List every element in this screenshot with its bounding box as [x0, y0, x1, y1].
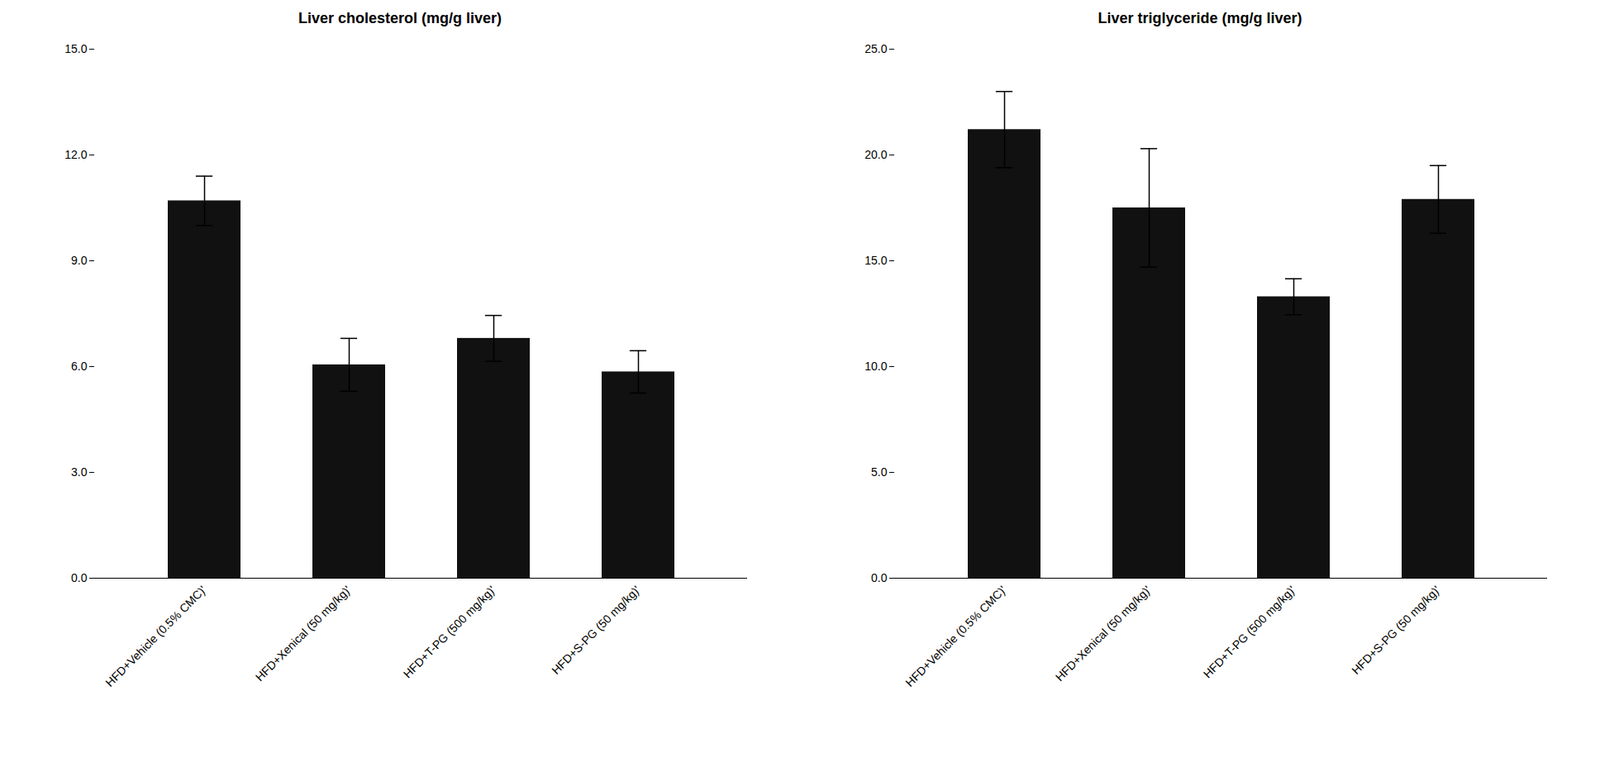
- svg-text:6.0: 6.0: [71, 359, 88, 373]
- svg-text:25.0: 25.0: [864, 42, 887, 56]
- svg-text:0.0: 0.0: [871, 571, 888, 585]
- svg-text:20.0: 20.0: [864, 147, 887, 162]
- svg-text:HFD+S-PG (50 mg/kg)': HFD+S-PG (50 mg/kg)': [1348, 582, 1443, 677]
- svg-text:15.0: 15.0: [64, 42, 87, 56]
- svg-text:HFD+T-PG (500 mg/kg)': HFD+T-PG (500 mg/kg)': [1200, 582, 1299, 681]
- svg-text:HFD+S-PG (50 mg/kg)': HFD+S-PG (50 mg/kg)': [548, 582, 643, 677]
- svg-text:HFD+Vehicle (0.5% CMC)': HFD+Vehicle (0.5% CMC)': [902, 582, 1009, 689]
- svg-text:12.0: 12.0: [64, 147, 87, 162]
- svg-text:10.0: 10.0: [864, 359, 887, 373]
- svg-text:HFD+Xenical (50 mg/kg)': HFD+Xenical (50 mg/kg)': [252, 582, 354, 684]
- svg-text:3.0: 3.0: [71, 465, 88, 479]
- svg-text:15.0: 15.0: [864, 253, 887, 267]
- html-text:Liver triglyceride (mg/g liver: Liver triglyceride (mg/g liver): [1097, 9, 1303, 27]
- svg-text:5.0: 5.0: [871, 465, 888, 479]
- svg-text:HFD+Xenical (50 mg/kg)': HFD+Xenical (50 mg/kg)': [1052, 582, 1154, 684]
- svg-text:HFD+Vehicle (0.5% CMC)': HFD+Vehicle (0.5% CMC)': [102, 582, 209, 689]
- svg-text:HFD+T-PG (500 mg/kg)': HFD+T-PG (500 mg/kg)': [400, 582, 499, 681]
- svg-text:9.0: 9.0: [71, 253, 88, 267]
- html-text:Liver cholesterol (mg/g liver): Liver cholesterol (mg/g liver): [298, 9, 502, 27]
- svg-text:0.0: 0.0: [71, 571, 88, 585]
